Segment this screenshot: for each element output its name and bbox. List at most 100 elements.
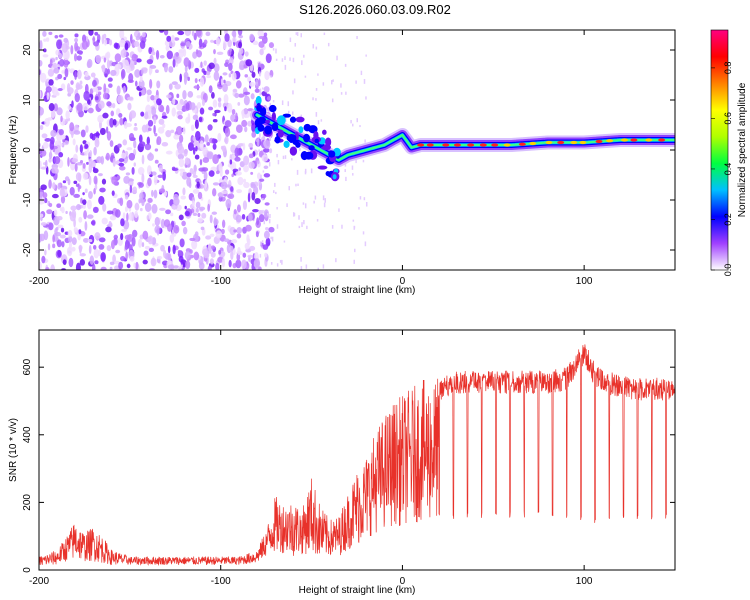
spectrogram-noise-blob xyxy=(56,203,62,209)
spectrogram-noise-blob xyxy=(184,205,187,210)
spectrogram-noise-blob xyxy=(135,80,138,87)
spectrogram-noise-blob xyxy=(57,249,62,258)
spectrogram-noise-blob xyxy=(165,104,170,114)
spectrogram-noise-blob xyxy=(225,198,232,209)
spectrogram-noise-blob xyxy=(86,214,94,219)
spectrogram-noise-blob xyxy=(192,147,196,155)
spectrogram-noise-blob xyxy=(212,119,218,123)
spectrogram-noise-blob xyxy=(122,59,130,70)
spectrogram-ridge-blob xyxy=(303,133,311,143)
spectrogram-noise-blob xyxy=(138,141,146,148)
spectrogram-noise-blob xyxy=(138,79,145,89)
spectrogram-faint-pixel xyxy=(259,90,261,96)
spectrogram-faint-pixel xyxy=(258,149,260,152)
spectrogram-noise-blob xyxy=(235,214,242,223)
spectrogram-faint-pixel xyxy=(304,203,307,209)
spectrogram-noise-blob xyxy=(237,30,243,36)
spectrogram-noise-blob xyxy=(234,92,240,99)
spectrogram-noise-blob xyxy=(172,244,176,255)
spectrogram-noise-blob xyxy=(249,245,256,251)
spectrogram-noise-blob xyxy=(237,176,244,186)
spectrogram-noise-blob xyxy=(64,67,69,78)
spectrogram-noise-blob xyxy=(43,48,47,53)
spectrogram-noise-blob xyxy=(235,171,242,176)
spectrogram-noise-blob xyxy=(84,71,89,78)
spectrogram-noise-blob xyxy=(71,158,78,163)
spectrogram-noise-blob xyxy=(224,62,229,68)
spectrogram-noise-blob xyxy=(78,185,82,190)
spectrogram-faint-pixel xyxy=(320,119,323,122)
spectrogram-faint-pixel xyxy=(355,80,357,84)
spectrogram-faint-pixel xyxy=(284,155,287,159)
spectrogram-noise-blob xyxy=(73,130,81,135)
spectrogram-noise-blob xyxy=(64,118,69,124)
spectrogram-noise-blob xyxy=(233,209,237,215)
spectrogram-noise-blob xyxy=(179,238,185,248)
spectrogram-noise-blob xyxy=(106,210,114,215)
spectrogram-faint-pixel xyxy=(268,162,271,167)
spectrogram-noise-blob xyxy=(103,38,108,46)
spectrogram-noise-blob xyxy=(218,249,222,255)
spectrogram-faint-pixel xyxy=(341,224,343,229)
spectrogram-noise-blob xyxy=(268,42,275,49)
snr-y-label: SNR (10 * v/v) xyxy=(8,418,19,482)
spectrogram-noise-blob xyxy=(88,30,94,36)
spectrogram-noise-blob xyxy=(83,90,91,101)
spectrogram-ridge-peak xyxy=(579,140,587,145)
spectrogram-xtick-label: -200 xyxy=(29,276,49,287)
spectrogram-noise-blob xyxy=(251,131,257,138)
spectrogram-noise-blob xyxy=(166,94,172,99)
spectrogram-noise-blob xyxy=(39,160,42,169)
spectrogram-noise-blob xyxy=(139,40,146,49)
spectrogram-noise-blob xyxy=(153,124,156,135)
spectrogram-noise-blob xyxy=(181,171,188,180)
spectrogram-noise-blob xyxy=(153,189,158,199)
spectrogram-noise-blob xyxy=(219,167,223,177)
spectrogram-faint-pixel xyxy=(292,212,295,217)
spectrogram-noise-blob xyxy=(241,213,246,220)
spectrogram-noise-blob xyxy=(115,209,121,218)
spectrogram-noise-blob xyxy=(48,151,53,160)
spectrogram-faint-pixel xyxy=(262,198,264,201)
spectrogram-noise-blob xyxy=(109,261,115,266)
spectrogram-noise-blob xyxy=(90,72,96,78)
spectrogram-noise-blob xyxy=(201,99,206,107)
spectrogram-noise-blob xyxy=(156,136,162,146)
spectrogram-noise-blob xyxy=(244,74,249,78)
spectrogram-faint-pixel xyxy=(303,220,305,225)
spectrogram-noise-blob xyxy=(144,202,152,212)
spectrogram-faint-pixel xyxy=(276,224,279,229)
spectrogram-noise-blob xyxy=(93,188,96,195)
spectrogram-noise-blob xyxy=(250,183,257,189)
spectrogram-noise-blob xyxy=(180,258,184,265)
spectrogram-noise-blob xyxy=(83,210,87,220)
spectrogram-noise-blob xyxy=(189,167,194,175)
spectrogram-noise-blob xyxy=(194,119,199,130)
spectrogram-noise-blob xyxy=(39,200,44,205)
spectrogram-faint-pixel xyxy=(353,225,356,229)
spectrogram-noise-blob xyxy=(269,148,273,154)
spectrogram-noise-blob xyxy=(84,143,89,149)
spectrogram-noise-blob xyxy=(84,150,88,156)
spectrogram-faint-pixel xyxy=(331,98,334,103)
spectrogram-noise-blob xyxy=(147,119,154,127)
spectrogram-noise-blob xyxy=(243,91,251,96)
spectrogram-noise-blob xyxy=(101,64,106,73)
spectrogram-noise-blob xyxy=(238,93,245,98)
spectrogram-noise-blob xyxy=(86,199,92,210)
spectrogram-noise-blob xyxy=(146,165,152,176)
spectrogram-faint-pixel xyxy=(322,82,325,86)
spectrogram-noise-blob xyxy=(234,156,241,162)
spectrogram-noise-blob xyxy=(134,123,137,127)
spectrogram-noise-blob xyxy=(116,175,121,180)
spectrogram-noise-blob xyxy=(241,119,248,127)
spectrogram-noise-blob xyxy=(151,171,157,176)
spectrogram-ytick-label: -20 xyxy=(22,242,33,257)
spectrogram-noise-blob xyxy=(55,227,59,231)
spectrogram-noise-blob xyxy=(100,266,107,270)
spectrogram-noise-blob xyxy=(94,260,99,265)
spectrogram-noise-blob xyxy=(208,85,213,94)
spectrogram-noise-blob xyxy=(172,265,180,269)
spectrogram-noise-blob xyxy=(244,242,250,250)
spectrogram-noise-blob xyxy=(236,204,241,213)
